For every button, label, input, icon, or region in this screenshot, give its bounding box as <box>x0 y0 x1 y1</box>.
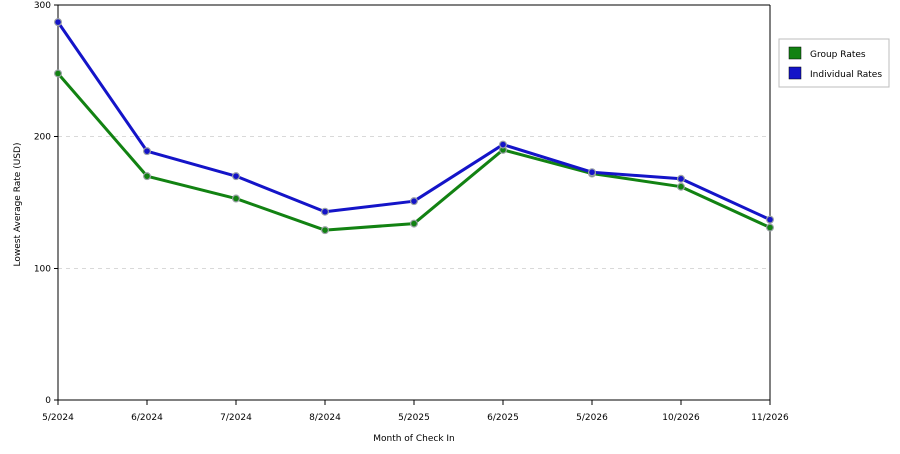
y-tick-label: 300 <box>34 1 51 11</box>
x-tick-label: 7/2024 <box>220 413 252 423</box>
legend-swatch-group-rates <box>788 46 802 60</box>
x-axis-title: Month of Check In <box>373 434 455 444</box>
x-tick-label: 11/2026 <box>751 413 789 423</box>
series-line-0 <box>56 71 772 232</box>
series-line-1 <box>56 20 772 222</box>
axis-layer <box>54 4 771 405</box>
legend-label-individual-rates: Individual Rates <box>810 70 882 80</box>
series-layer <box>53 18 774 235</box>
grid-layer <box>58 136 770 269</box>
data-point <box>676 182 685 191</box>
y-tick-label: 0 <box>45 396 51 406</box>
data-point <box>143 172 152 181</box>
data-point <box>53 69 62 78</box>
legend: Group Rates Individual Rates <box>778 38 890 88</box>
legend-swatch-individual-rates <box>788 66 802 80</box>
label-layer: 0 100 200 300 5/2024 6/2024 7/2024 8/2024 5/2025… <box>34 1 789 423</box>
x-tick-label: 10/2026 <box>662 413 700 423</box>
data-point <box>53 18 62 27</box>
data-point <box>232 194 241 203</box>
x-tick-label: 5/2025 <box>398 413 430 423</box>
data-point <box>410 219 419 228</box>
y-tick-label: 200 <box>34 133 51 143</box>
data-point <box>410 197 419 206</box>
data-point <box>232 172 241 181</box>
y-axis-title: Lowest Average Rate (USD) <box>13 143 23 267</box>
data-point <box>676 174 685 183</box>
data-point <box>321 207 330 216</box>
data-point <box>499 140 508 149</box>
x-tick-label: 6/2024 <box>131 413 163 423</box>
legend-label-group-rates: Group Rates <box>810 50 866 60</box>
x-tick-label: 5/2026 <box>576 413 608 423</box>
data-point <box>143 147 152 156</box>
x-tick-label: 6/2025 <box>487 413 519 423</box>
x-tick-label: 5/2024 <box>42 413 74 423</box>
data-point <box>587 168 596 177</box>
data-point <box>765 215 774 224</box>
y-tick-label: 100 <box>34 264 51 274</box>
x-tick-label: 8/2024 <box>309 413 341 423</box>
data-point <box>765 223 774 232</box>
data-point <box>321 226 330 235</box>
